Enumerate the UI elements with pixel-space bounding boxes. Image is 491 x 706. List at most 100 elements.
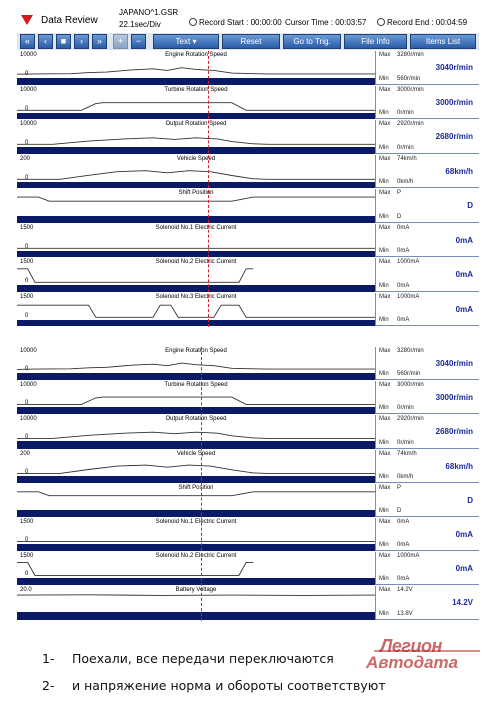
channel-row: Solenoid No.2 Electric Current 1500 0 Max 10… bbox=[17, 552, 479, 586]
channel-info: Max 2920r/min 2680r/min Min 0r/min bbox=[375, 415, 479, 449]
waveform-trace bbox=[17, 67, 375, 75]
channel-title: Shift Position bbox=[178, 484, 214, 491]
channel-row: Solenoid No.1 Electric Current 1500 0 Max 0m… bbox=[17, 223, 479, 257]
y-axis-max: 1500 bbox=[20, 224, 34, 231]
channel-panel-top: Engine Rotation Speed 10000 0 Max 3280r/min 3… bbox=[17, 51, 479, 329]
y-axis-max: 200 bbox=[20, 155, 31, 162]
current-value: D bbox=[467, 201, 473, 210]
text-dropdown-button[interactable]: Text ▾ bbox=[153, 34, 219, 49]
min-value: Min 560r/min bbox=[379, 75, 421, 82]
y-axis-min: 0 bbox=[25, 400, 29, 407]
go-to-trig-button[interactable]: Go to Trig. bbox=[283, 34, 341, 49]
max-value: Max 14.2V bbox=[379, 587, 413, 594]
watermark-logo: Легион Автодата bbox=[366, 636, 484, 674]
last-button[interactable]: » bbox=[92, 34, 107, 49]
waveform bbox=[17, 101, 375, 111]
note-text: и напряжение норма и обороты соответству… bbox=[72, 678, 386, 693]
data-review-header: Data Review JAPANO^1.GSR 22.1sec/Div Rec… bbox=[17, 6, 479, 32]
channel-info: Max 1000mA 0mA Min 0mA bbox=[375, 258, 479, 292]
channel-plot[interactable]: Solenoid No.2 Electric Current 1500 0 bbox=[17, 552, 375, 586]
clock-icon bbox=[377, 18, 385, 26]
max-value: Max 74km/h bbox=[379, 450, 417, 457]
waveform-trace bbox=[17, 432, 375, 440]
channel-plot[interactable]: Solenoid No.1 Electric Current 1500 0 bbox=[17, 223, 375, 257]
channel-row: Solenoid No.1 Electric Current 1500 0 Max 0m… bbox=[17, 518, 479, 552]
max-value: Max 0mA bbox=[379, 519, 410, 525]
channel-plot[interactable]: Engine Rotation Speed 10000 0 bbox=[17, 347, 375, 381]
waveform-trace bbox=[17, 594, 375, 597]
note-text: Поехали, все передачи переключаются bbox=[72, 651, 334, 666]
plot-area bbox=[17, 381, 375, 408]
y-axis-min: 0 bbox=[25, 571, 29, 578]
stop-button[interactable]: ■ bbox=[56, 34, 71, 49]
channel-title: Vehicle Speed bbox=[176, 450, 216, 457]
channel-plot[interactable]: Output Rotation Speed 10000 0 bbox=[17, 415, 375, 449]
channel-row: Vehicle Speed 200 0 Max 74km/h 68km/h Min 0km/h bbox=[17, 154, 479, 188]
y-axis-max: 1500 bbox=[20, 293, 34, 300]
channel-row: Shift Position Max P D Min D bbox=[17, 189, 479, 223]
y-axis-max: 10000 bbox=[20, 52, 37, 58]
toolbar: « ‹ ■ › » + − Text ▾ Reset Min.Max. Go t… bbox=[17, 33, 479, 59]
plot-area bbox=[17, 154, 375, 182]
channel-title: Turbine Rotation Speed bbox=[164, 86, 228, 93]
channel-title: Output Rotation Speed bbox=[165, 416, 227, 423]
next-button[interactable]: › bbox=[74, 34, 89, 49]
zoom-out-button[interactable]: − bbox=[131, 34, 146, 49]
waveform-trace bbox=[17, 491, 375, 496]
channel-info: Max 3280r/min 3040r/min Min 560r/min bbox=[375, 51, 479, 85]
reset-min-max-button[interactable]: Reset Min.Max. bbox=[222, 34, 280, 59]
channel-title: Solenoid No.2 Electric Current bbox=[155, 553, 237, 560]
channel-plot[interactable]: Turbine Rotation Speed 10000 0 bbox=[17, 85, 375, 119]
first-button[interactable]: « bbox=[20, 34, 35, 49]
channel-row: Engine Rotation Speed 10000 0 Max 3280r/min 3… bbox=[17, 51, 479, 85]
min-value: Min 0km/h bbox=[379, 473, 414, 480]
waveform bbox=[17, 169, 375, 180]
zoom-in-button[interactable]: + bbox=[113, 34, 128, 49]
channel-plot[interactable]: Shift Position bbox=[17, 483, 375, 517]
channel-plot[interactable]: Vehicle Speed 200 0 bbox=[17, 449, 375, 483]
waveform-trace bbox=[17, 464, 375, 474]
channel-plot[interactable]: Solenoid No.2 Electric Current 1500 0 bbox=[17, 258, 375, 292]
time-cursor[interactable] bbox=[201, 347, 202, 621]
channel-info: Max 2920r/min 2680r/min Min 0r/min bbox=[375, 120, 479, 154]
channel-row: Solenoid No.2 Electric Current 1500 0 Max 10… bbox=[17, 258, 479, 292]
current-value: 2680r/min bbox=[435, 427, 473, 437]
min-value: Min 0r/min bbox=[379, 405, 414, 412]
waveform bbox=[17, 137, 375, 145]
app-logo-icon bbox=[21, 15, 33, 25]
channel-info: Max P D Min D bbox=[375, 189, 479, 223]
waveform bbox=[17, 268, 254, 283]
channel-plot[interactable]: Battery Voltage 20.0 bbox=[17, 586, 375, 620]
channel-plot[interactable]: Shift Position bbox=[17, 189, 375, 223]
waveform-trace bbox=[17, 304, 375, 318]
watermark-underline bbox=[374, 650, 480, 652]
channel-row: Output Rotation Speed 10000 0 Max 2920r/min 2… bbox=[17, 415, 479, 449]
channel-plot[interactable]: Solenoid No.3 Electric Current 1500 0 bbox=[17, 292, 375, 326]
channel-plot[interactable]: Vehicle Speed 200 0 bbox=[17, 154, 375, 188]
channel-info: Max 3000r/min 3000r/min Min 0r/min bbox=[375, 85, 479, 119]
channel-info: Max 74km/h 68km/h Min 0km/h bbox=[375, 449, 479, 483]
prev-button[interactable]: ‹ bbox=[38, 34, 53, 49]
note-line-1: 1- Поехали, все передачи переключаются bbox=[42, 651, 334, 666]
y-axis-max: 10000 bbox=[20, 86, 37, 93]
cursor-time: Cursor Time : 00:03:57 bbox=[285, 18, 366, 27]
channel-plot[interactable]: Output Rotation Speed 10000 0 bbox=[17, 120, 375, 154]
waveform bbox=[17, 491, 375, 496]
channel-title: Solenoid No.1 Electric Current bbox=[155, 224, 237, 231]
channel-plot[interactable]: Engine Rotation Speed 10000 0 bbox=[17, 51, 375, 85]
y-axis-max: 10000 bbox=[20, 416, 37, 423]
note-number: 2- bbox=[42, 678, 55, 693]
waveform bbox=[17, 362, 375, 370]
channel-row: Engine Rotation Speed 10000 0 Max 3280r/min 3… bbox=[17, 347, 479, 381]
time-cursor[interactable] bbox=[208, 51, 209, 327]
min-value: Min 0mA bbox=[379, 576, 410, 583]
items-list-button[interactable]: Items List bbox=[410, 34, 476, 49]
file-info-button[interactable]: File Info bbox=[344, 34, 407, 49]
channel-plot[interactable]: Solenoid No.1 Electric Current 1500 0 bbox=[17, 518, 375, 552]
channel-row: Vehicle Speed 200 0 Max 74km/h 68km/h Min 0km/h bbox=[17, 449, 479, 483]
current-value: 0mA bbox=[455, 235, 473, 245]
time-per-division: 22.1sec/Div bbox=[119, 20, 161, 29]
channel-plot[interactable]: Turbine Rotation Speed 10000 0 bbox=[17, 381, 375, 415]
waveform-trace bbox=[17, 396, 375, 406]
cursor-time-value: Cursor Time : 00:03:57 bbox=[285, 18, 367, 27]
